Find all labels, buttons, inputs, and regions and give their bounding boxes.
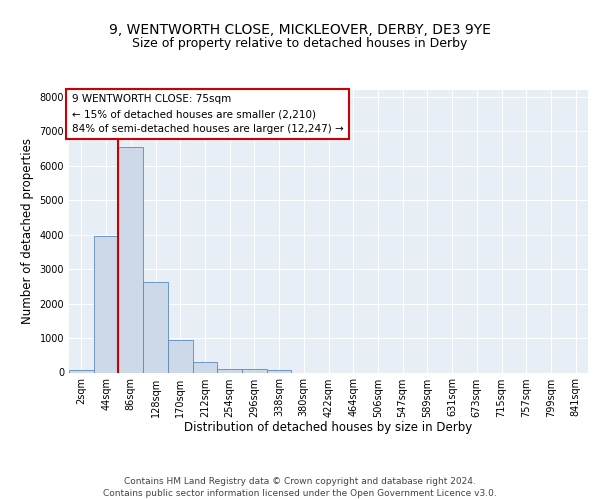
Bar: [143, 282, 168, 372]
Bar: [69, 370, 94, 372]
X-axis label: Distribution of detached houses by size in Derby: Distribution of detached houses by size …: [184, 421, 473, 434]
Text: 9 WENTWORTH CLOSE: 75sqm
← 15% of detached houses are smaller (2,210)
84% of sem: 9 WENTWORTH CLOSE: 75sqm ← 15% of detach…: [71, 94, 343, 134]
Text: Size of property relative to detached houses in Derby: Size of property relative to detached ho…: [133, 38, 467, 51]
Text: 9, WENTWORTH CLOSE, MICKLEOVER, DERBY, DE3 9YE: 9, WENTWORTH CLOSE, MICKLEOVER, DERBY, D…: [109, 22, 491, 36]
Bar: [118, 147, 143, 372]
Bar: [242, 370, 267, 372]
Y-axis label: Number of detached properties: Number of detached properties: [21, 138, 34, 324]
Bar: [193, 362, 217, 372]
Bar: [168, 340, 193, 372]
Text: Contains HM Land Registry data © Crown copyright and database right 2024.
Contai: Contains HM Land Registry data © Crown c…: [103, 476, 497, 498]
Bar: [217, 368, 242, 372]
Bar: [267, 370, 292, 372]
Bar: [94, 236, 118, 372]
